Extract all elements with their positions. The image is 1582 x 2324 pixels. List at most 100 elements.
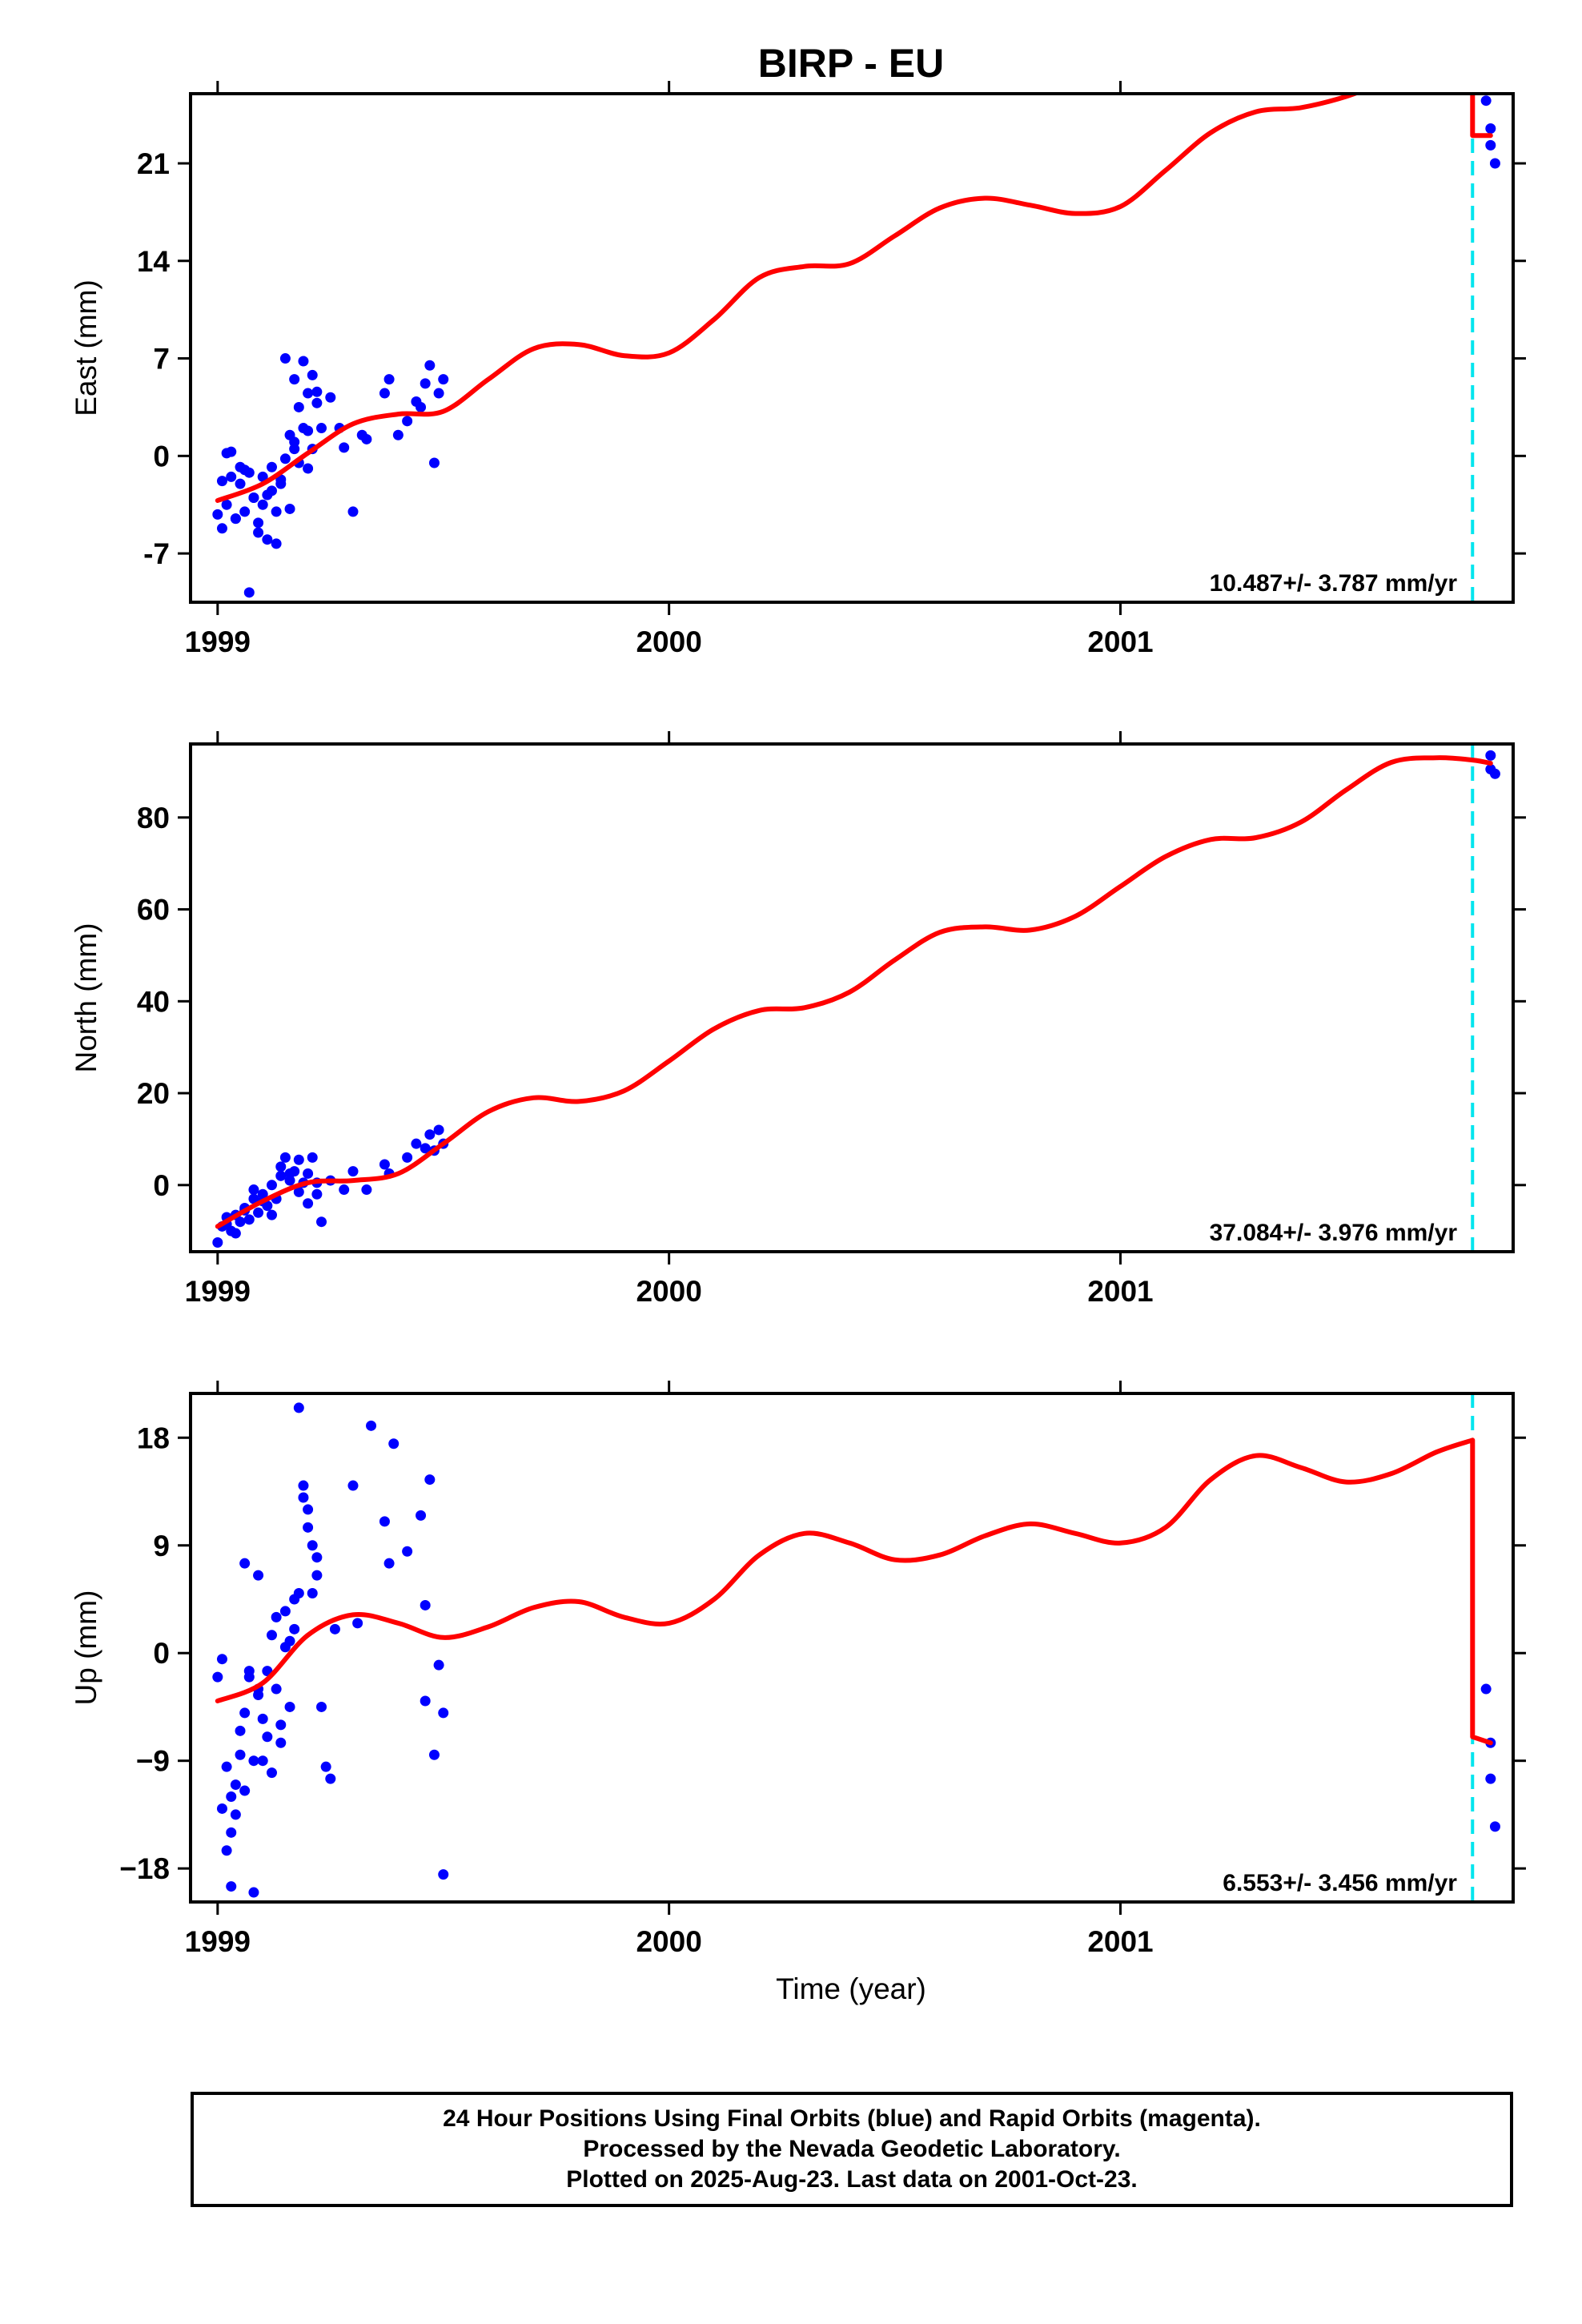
chart-title: BIRP - EU	[758, 41, 944, 86]
data-point	[383, 374, 395, 385]
plot-area	[212, 744, 1500, 1252]
data-point	[212, 1237, 223, 1248]
data-point	[416, 1510, 427, 1521]
data-point	[1485, 750, 1496, 761]
y-tick-label: 0	[153, 1169, 170, 1202]
data-point	[1489, 768, 1500, 779]
data-point	[257, 1755, 268, 1767]
y-tick-label: 14	[137, 245, 171, 278]
data-point	[325, 392, 336, 403]
data-point	[284, 1168, 295, 1179]
x-tick-label: 2001	[1087, 625, 1153, 658]
data-point	[307, 1540, 318, 1551]
y-tick-label: −9	[136, 1745, 170, 1778]
y-tick-label: -7	[143, 537, 170, 570]
data-point	[293, 1154, 304, 1165]
data-point	[329, 1623, 340, 1634]
plot-area	[212, 94, 1500, 602]
data-point	[303, 388, 314, 399]
data-point	[248, 1887, 259, 1898]
data-point	[325, 1773, 336, 1784]
data-point	[298, 1480, 309, 1491]
y-axis-label: East (mm)	[70, 279, 102, 416]
rate-label: 37.084+/- 3.976 mm/yr	[1210, 1220, 1458, 1246]
data-point	[307, 369, 318, 380]
data-point	[433, 1124, 444, 1136]
data-point	[253, 527, 264, 538]
data-point	[239, 506, 251, 517]
data-point	[262, 489, 273, 501]
data-point	[275, 1161, 287, 1172]
plot-area	[212, 1393, 1500, 1902]
data-point	[303, 463, 314, 474]
data-point	[303, 1168, 314, 1179]
data-point	[257, 1713, 268, 1724]
data-point	[438, 1707, 449, 1719]
data-point	[1485, 123, 1496, 134]
data-point	[257, 471, 268, 482]
data-point	[239, 1707, 251, 1719]
data-point	[311, 386, 323, 397]
panel-east: 1999 2000 2001 -7 0 7 14 21 East (mm) 10.487+/- 3…	[70, 81, 1526, 658]
data-point	[366, 1420, 377, 1431]
x-axis-label: Time (year)	[776, 1972, 926, 2005]
data-point	[424, 1129, 436, 1140]
data-point	[361, 1184, 372, 1196]
data-point	[438, 374, 449, 385]
model-curve	[215, 94, 1493, 503]
data-point	[262, 534, 273, 545]
data-point	[307, 1152, 318, 1163]
y-tick-label: 0	[153, 1637, 170, 1670]
panel-north: 1999 2000 2001 0 20 40 60 80 North (mm) 37.084+/-…	[70, 731, 1526, 1308]
data-point	[438, 1869, 449, 1880]
data-point	[303, 1504, 314, 1515]
data-point	[212, 1671, 223, 1683]
data-point	[239, 1785, 251, 1796]
data-point	[226, 1827, 237, 1838]
data-point	[243, 1214, 255, 1225]
caption-line-3: Plotted on 2025-Aug-23. Last data on 200…	[566, 2166, 1138, 2193]
data-point	[1489, 1821, 1500, 1832]
data-point	[303, 1522, 314, 1533]
data-point	[1485, 139, 1496, 151]
y-tick-label: 80	[137, 802, 170, 834]
data-point	[298, 1492, 309, 1503]
data-point	[316, 423, 327, 434]
data-point	[230, 1228, 241, 1239]
data-point	[212, 509, 223, 520]
data-point	[379, 1159, 390, 1170]
data-point	[243, 587, 255, 598]
data-point	[347, 1480, 359, 1491]
model-curve	[215, 755, 1493, 1229]
x-tick-label: 1999	[185, 1925, 251, 1958]
data-point	[311, 1552, 323, 1563]
data-point	[275, 1737, 287, 1748]
rate-label: 10.487+/- 3.787 mm/yr	[1210, 570, 1458, 597]
data-point	[226, 1881, 237, 1892]
data-point	[289, 1623, 300, 1634]
data-point	[248, 1193, 259, 1204]
y-axis-label: Up (mm)	[70, 1590, 102, 1706]
data-point	[420, 378, 431, 389]
plot-frame	[189, 1392, 1515, 1904]
data-point	[235, 1216, 246, 1228]
data-point	[420, 1143, 431, 1154]
data-point	[271, 538, 282, 549]
data-point	[307, 1588, 318, 1599]
data-point	[216, 1654, 227, 1665]
model-curve	[215, 1437, 1493, 1746]
data-point	[253, 517, 264, 529]
data-point	[230, 513, 241, 525]
data-point	[424, 360, 436, 371]
data-point	[239, 464, 251, 476]
caption-line-2: Processed by the Nevada Geodetic Laborat…	[583, 2136, 1121, 2162]
data-point	[433, 388, 444, 399]
data-point	[235, 1749, 246, 1760]
data-point	[1480, 1683, 1492, 1695]
data-point	[424, 1474, 436, 1486]
data-point	[266, 1767, 277, 1779]
data-point	[347, 506, 359, 517]
data-point	[1489, 158, 1500, 169]
data-point	[226, 446, 237, 457]
data-point	[411, 396, 422, 407]
